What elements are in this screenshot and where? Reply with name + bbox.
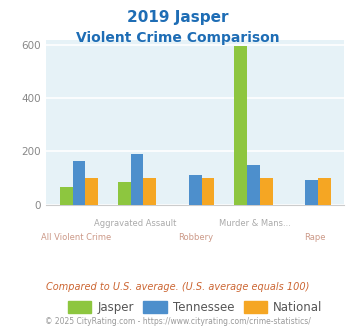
Text: Aggravated Assault: Aggravated Assault — [94, 219, 177, 228]
Bar — [143, 178, 156, 205]
Bar — [85, 178, 98, 205]
Bar — [131, 154, 143, 205]
Bar — [202, 178, 214, 205]
Text: Violent Crime Comparison: Violent Crime Comparison — [76, 31, 279, 45]
Text: Murder & Mans...: Murder & Mans... — [219, 219, 291, 228]
Text: 2019 Jasper: 2019 Jasper — [127, 10, 228, 25]
Legend: Jasper, Tennessee, National: Jasper, Tennessee, National — [63, 296, 327, 319]
Bar — [318, 178, 331, 205]
Bar — [234, 46, 247, 205]
Text: All Violent Crime: All Violent Crime — [41, 233, 111, 242]
Bar — [118, 182, 131, 205]
Bar — [305, 180, 318, 205]
Bar — [72, 161, 85, 205]
Text: Rape: Rape — [304, 233, 325, 242]
Bar — [189, 175, 202, 205]
Text: © 2025 CityRating.com - https://www.cityrating.com/crime-statistics/: © 2025 CityRating.com - https://www.city… — [45, 317, 310, 326]
Text: Robbery: Robbery — [178, 233, 213, 242]
Bar — [260, 178, 273, 205]
Bar — [247, 165, 260, 205]
Text: Compared to U.S. average. (U.S. average equals 100): Compared to U.S. average. (U.S. average … — [46, 282, 309, 292]
Bar — [60, 187, 72, 205]
